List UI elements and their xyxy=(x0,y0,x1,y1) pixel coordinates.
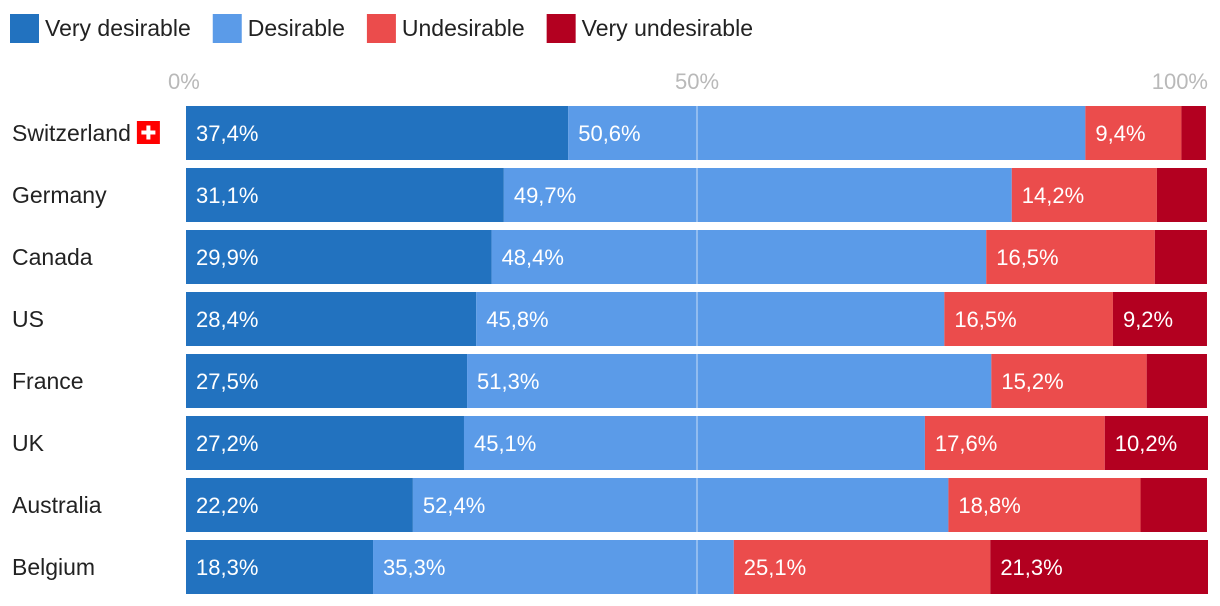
bar-segment-very-undesirable xyxy=(1154,230,1207,284)
bar-segment-desirable xyxy=(476,292,945,346)
value-label-undesirable: 14,2% xyxy=(1022,183,1084,208)
category-label-uk: UK xyxy=(12,430,45,456)
bar-segment-very-undesirable xyxy=(1104,416,1208,470)
value-label-undesirable: 17,6% xyxy=(935,431,997,456)
x-tick-label-100: 100% xyxy=(1152,69,1208,94)
value-label-very-desirable: 29,9% xyxy=(196,245,258,270)
legend-item-very-desirable: Very desirable xyxy=(10,14,191,43)
value-label-very-desirable: 27,5% xyxy=(196,369,258,394)
value-label-very-undesirable: 9,2% xyxy=(1123,307,1173,332)
value-label-very-desirable: 27,2% xyxy=(196,431,258,456)
legend-swatch xyxy=(546,14,576,43)
bar-segment-undesirable xyxy=(991,354,1147,408)
legend-item-undesirable: Undesirable xyxy=(366,14,525,43)
bar-segment-very-undesirable xyxy=(1156,168,1207,222)
value-label-desirable: 35,3% xyxy=(383,555,445,580)
bar-segment-desirable xyxy=(491,230,987,284)
bar-row-canada xyxy=(186,230,1207,284)
value-label-desirable: 45,8% xyxy=(486,307,548,332)
bar-segment-undesirable xyxy=(1011,168,1157,222)
value-label-desirable: 51,3% xyxy=(477,369,539,394)
bar-segment-very-undesirable xyxy=(1140,478,1207,532)
bar-segment-very-desirable xyxy=(186,540,374,594)
bar-segment-undesirable xyxy=(733,540,991,594)
bar-row-belgium xyxy=(186,540,1208,594)
swiss-flag-icon xyxy=(136,121,160,144)
value-labels: 37,4% 50,6% 9,4% 31,1% 49,7% 14,2% 29,9% 48,4% 1… xyxy=(196,121,1177,580)
bar-segment-very-desirable xyxy=(186,168,504,222)
x-tick-label-0: 0% xyxy=(168,69,200,94)
legend-item-very-undesirable: Very undesirable xyxy=(546,14,753,43)
bar-row-uk xyxy=(186,416,1208,470)
bar-row-france xyxy=(186,354,1207,408)
value-label-very-desirable: 22,2% xyxy=(196,493,258,518)
bar-segment-desirable xyxy=(568,106,1086,160)
chart-legend: Very desirable Desirable Undesirable Very u… xyxy=(10,14,753,43)
bar-segment-very-desirable xyxy=(186,478,413,532)
category-label-australia: Australia xyxy=(12,492,102,518)
bar-segment-very-desirable xyxy=(186,230,492,284)
legend-swatch xyxy=(212,14,242,43)
value-label-undesirable: 16,5% xyxy=(954,307,1016,332)
value-label-desirable: 48,4% xyxy=(502,245,564,270)
bar-segment-desirable xyxy=(373,540,734,594)
legend-item-desirable: Desirable xyxy=(212,14,345,43)
value-label-desirable: 52,4% xyxy=(423,493,485,518)
bar-segment-undesirable xyxy=(948,478,1141,532)
value-label-very-desirable: 37,4% xyxy=(196,121,258,146)
bar-segment-very-undesirable xyxy=(1181,106,1206,160)
bar-segment-undesirable xyxy=(1085,106,1182,160)
value-label-undesirable: 16,5% xyxy=(996,245,1058,270)
bar-segment-desirable xyxy=(412,478,949,532)
category-label-canada: Canada xyxy=(12,244,93,270)
bar-row-us xyxy=(186,292,1207,346)
bar-segment-very-desirable xyxy=(186,106,569,160)
value-label-very-undesirable: 21,3% xyxy=(1000,555,1062,580)
bar-segment-undesirable xyxy=(944,292,1113,346)
bar-segment-very-undesirable xyxy=(990,540,1208,594)
legend-swatch xyxy=(10,14,39,43)
bar-row-australia xyxy=(186,478,1207,532)
legend-label: Undesirable xyxy=(402,15,525,41)
value-label-undesirable: 18,8% xyxy=(958,493,1020,518)
value-label-very-desirable: 31,1% xyxy=(196,183,258,208)
bar-segment-desirable xyxy=(503,168,1012,222)
bar-segment-undesirable xyxy=(924,416,1105,470)
category-label-switzerland: Switzerland xyxy=(12,120,131,146)
x-axis-ticks: 0% 50% 100% xyxy=(168,69,1208,94)
value-label-desirable: 50,6% xyxy=(578,121,640,146)
value-label-very-desirable: 18,3% xyxy=(196,555,258,580)
value-label-desirable: 45,1% xyxy=(474,431,536,456)
value-label-undesirable: 25,1% xyxy=(744,555,806,580)
bar-segment-very-desirable xyxy=(186,292,477,346)
bar-segment-desirable xyxy=(463,416,925,470)
value-label-undesirable: 9,4% xyxy=(1095,121,1145,146)
bar-row-switzerland xyxy=(186,106,1206,160)
bar-segment-very-desirable xyxy=(186,416,464,470)
bars-area xyxy=(186,106,1208,594)
category-label-germany: Germany xyxy=(12,182,107,208)
legend-swatch xyxy=(366,14,396,43)
bar-segment-very-undesirable xyxy=(1146,354,1207,408)
category-label-france: France xyxy=(12,368,84,394)
category-label-belgium: Belgium xyxy=(12,554,95,580)
bar-segment-desirable xyxy=(467,354,992,408)
value-label-desirable: 49,7% xyxy=(514,183,576,208)
value-label-very-desirable: 28,4% xyxy=(196,307,258,332)
category-labels: Switzerland Germany Canada US France UK Austra… xyxy=(12,120,160,580)
legend-label: Desirable xyxy=(248,15,345,41)
value-label-undesirable: 15,2% xyxy=(1001,369,1063,394)
legend-label: Very desirable xyxy=(45,15,191,41)
bar-segment-very-undesirable xyxy=(1112,292,1207,346)
legend-label: Very undesirable xyxy=(582,15,753,41)
x-tick-label-50: 50% xyxy=(675,69,719,94)
bar-row-germany xyxy=(186,168,1207,222)
bar-segment-undesirable xyxy=(986,230,1155,284)
bar-segment-very-desirable xyxy=(186,354,468,408)
value-label-very-undesirable: 10,2% xyxy=(1115,431,1177,456)
category-label-us: US xyxy=(12,306,44,332)
